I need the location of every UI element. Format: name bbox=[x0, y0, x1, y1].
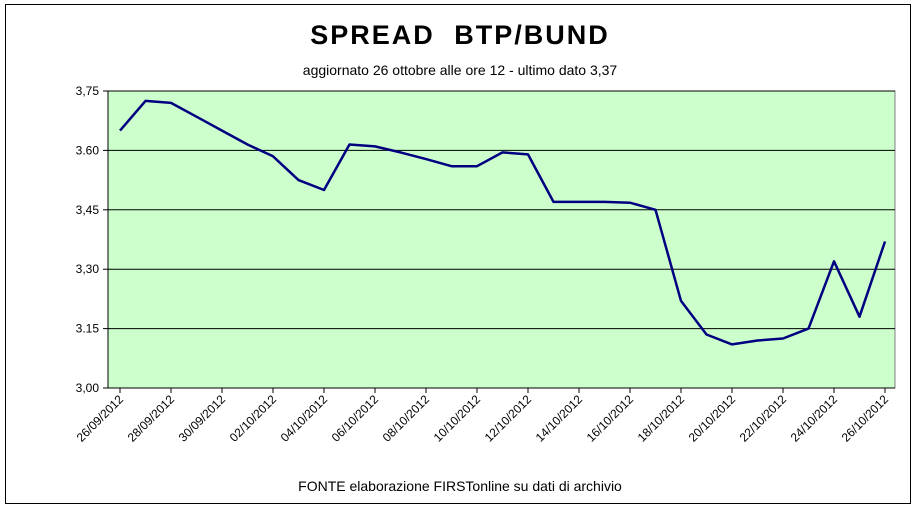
x-tick-label: 22/10/2012 bbox=[737, 392, 790, 445]
y-tick-label: 3,30 bbox=[76, 262, 100, 276]
y-tick-label: 3.15 bbox=[76, 322, 100, 336]
x-tick-label: 26/09/2012 bbox=[74, 392, 127, 445]
x-tick-label: 28/09/2012 bbox=[125, 392, 178, 445]
x-tick-label: 20/10/2012 bbox=[686, 392, 739, 445]
y-tick-label: 3,00 bbox=[76, 381, 100, 395]
x-tick-label: 10/10/2012 bbox=[431, 392, 484, 445]
chart-subtitle: aggiornato 26 ottobre alle ore 12 - ulti… bbox=[302, 62, 618, 78]
x-tick-label: 12/10/2012 bbox=[482, 392, 535, 445]
y-tick-label: 3.60 bbox=[76, 143, 100, 157]
chart-title: SPREAD BTP/BUND bbox=[310, 20, 610, 50]
x-tick-label: 24/10/2012 bbox=[788, 392, 841, 445]
x-tick-label: 04/10/2012 bbox=[278, 392, 331, 445]
x-tick-label: 18/10/2012 bbox=[635, 392, 688, 445]
gridlines bbox=[108, 90, 895, 330]
y-tick-label: 3,75 bbox=[76, 84, 100, 98]
x-tick-label: 30/09/2012 bbox=[176, 392, 229, 445]
series-lines bbox=[119, 99, 887, 346]
y-axis-ticks: 3,00 3.15 3,30 3,45 3.60 3,75 bbox=[76, 84, 108, 395]
y-tick-label: 3,45 bbox=[76, 203, 100, 217]
x-tick-label: 16/10/2012 bbox=[584, 392, 637, 445]
x-tick-label: 08/10/2012 bbox=[380, 392, 433, 445]
x-tick-label: 02/10/2012 bbox=[227, 392, 280, 445]
x-tick-label: 26/10/2012 bbox=[839, 392, 892, 445]
chart-source: FONTE elaborazione FIRSTonline su dati d… bbox=[298, 478, 622, 494]
x-axis-ticks: 26/09/201228/09/201230/09/201202/10/2012… bbox=[74, 388, 892, 445]
x-tick-label: 14/10/2012 bbox=[533, 392, 586, 445]
series-line bbox=[119, 99, 887, 346]
plot-area bbox=[107, 90, 896, 389]
x-tick-label: 06/10/2012 bbox=[329, 392, 382, 445]
